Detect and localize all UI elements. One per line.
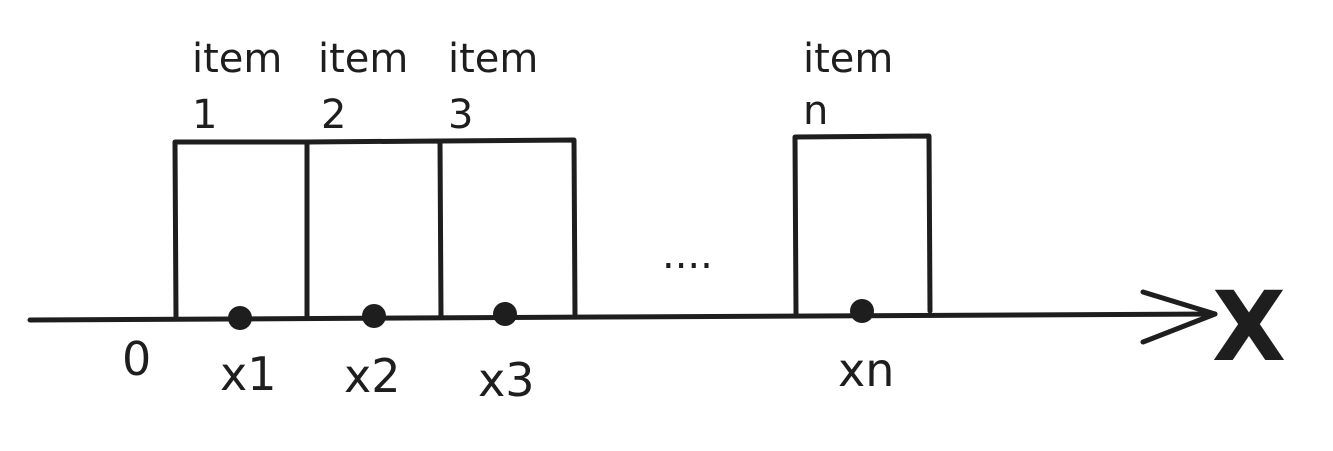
- position-label-1: x1: [220, 347, 277, 401]
- position-dot-3: [493, 302, 517, 326]
- item-label-index-2: 2: [321, 92, 346, 138]
- position-label-2: x2: [344, 349, 401, 403]
- item-label-index-1: 1: [192, 92, 217, 138]
- ellipsis-gap: ....: [662, 232, 713, 278]
- item-label-word-3: item: [448, 36, 538, 82]
- axis-label: X: [1212, 271, 1286, 383]
- item-label-index-n: n: [803, 88, 828, 134]
- item-box-2: [304, 138, 444, 319]
- position-dot-n: [850, 299, 874, 323]
- position-label-n: xn: [838, 343, 894, 397]
- x-axis-line: [27, 311, 1218, 323]
- item-label-word-1: item: [192, 36, 282, 82]
- item-box-3: [438, 137, 578, 318]
- item-box-n: [792, 133, 933, 316]
- item-box-1: [172, 139, 310, 321]
- item-label-word-n: item: [803, 36, 893, 82]
- origin-label: 0: [122, 332, 151, 386]
- item-label-word-2: item: [318, 36, 408, 82]
- axis-arrowhead: [1140, 289, 1218, 345]
- position-dot-1: [228, 306, 252, 330]
- position-label-3: x3: [478, 353, 535, 407]
- position-dot-2: [362, 304, 386, 328]
- item-label-index-3: 3: [448, 92, 473, 138]
